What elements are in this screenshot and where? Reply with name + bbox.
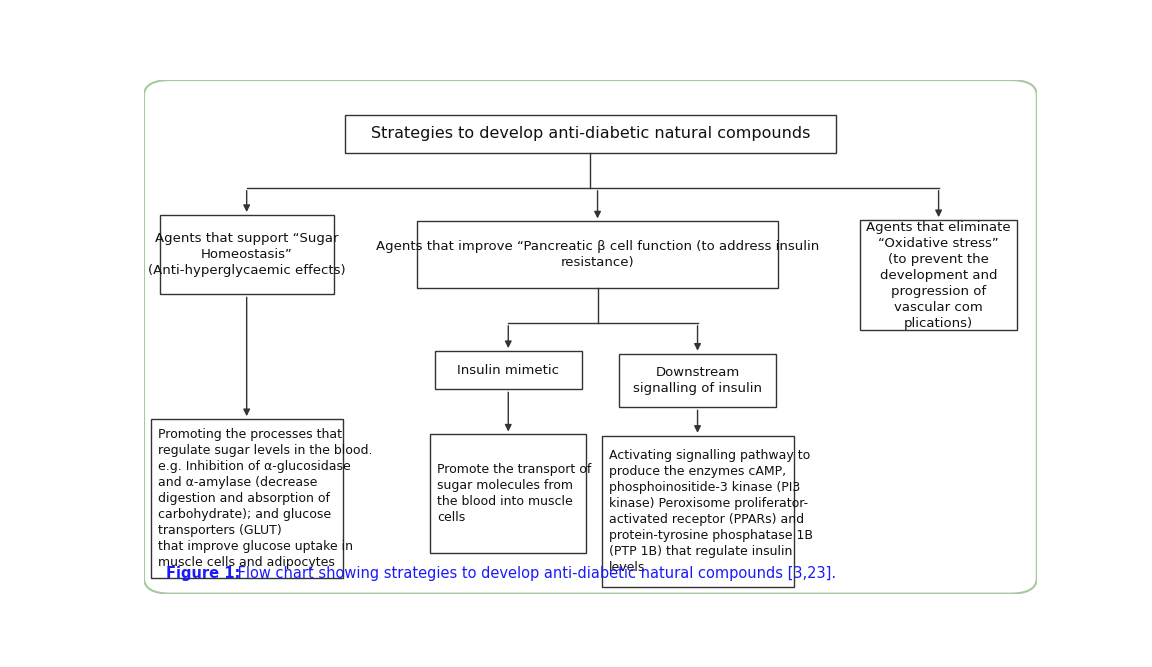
FancyBboxPatch shape: [430, 434, 586, 552]
FancyBboxPatch shape: [434, 351, 582, 390]
FancyBboxPatch shape: [417, 221, 779, 288]
Text: Promote the transport of
sugar molecules from
the blood into muscle
cells: Promote the transport of sugar molecules…: [438, 463, 592, 524]
FancyBboxPatch shape: [601, 436, 794, 587]
FancyBboxPatch shape: [620, 354, 775, 408]
Text: Flow chart showing strategies to develop anti-diabetic natural compounds [3,23].: Flow chart showing strategies to develop…: [233, 566, 836, 581]
Text: Activating signalling pathway to
produce the enzymes cAMP,
phosphoinositide-3 ki: Activating signalling pathway to produce…: [608, 449, 812, 574]
FancyBboxPatch shape: [160, 215, 334, 294]
FancyBboxPatch shape: [151, 419, 342, 578]
Text: Strategies to develop anti-diabetic natural compounds: Strategies to develop anti-diabetic natu…: [371, 127, 810, 141]
Text: Downstream
signalling of insulin: Downstream signalling of insulin: [634, 366, 761, 395]
Text: Figure 1:: Figure 1:: [166, 566, 241, 581]
Text: Agents that improve “Pancreatic β cell function (to address insulin
resistance): Agents that improve “Pancreatic β cell f…: [376, 240, 819, 269]
Text: Promoting the processes that
regulate sugar levels in the blood.
e.g. Inhibition: Promoting the processes that regulate su…: [158, 428, 372, 569]
FancyBboxPatch shape: [344, 115, 836, 153]
Text: Agents that eliminate
“Oxidative stress”
(to prevent the
development and
progres: Agents that eliminate “Oxidative stress”…: [866, 221, 1011, 329]
FancyBboxPatch shape: [861, 220, 1017, 330]
FancyBboxPatch shape: [144, 80, 1037, 594]
Text: Agents that support “Sugar
Homeostasis”
(Anti-hyperglycaemic effects): Agents that support “Sugar Homeostasis” …: [147, 232, 346, 277]
Text: Insulin mimetic: Insulin mimetic: [457, 364, 559, 377]
